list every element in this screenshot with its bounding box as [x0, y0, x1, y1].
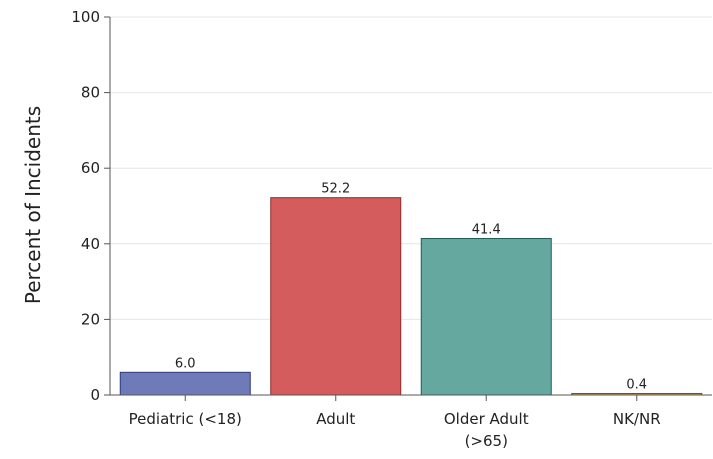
bars: 6.0 52.2 41.4 0.4: [119, 182, 703, 396]
y-tick-label: 0: [90, 386, 100, 404]
bar-value-label: 6.0: [175, 356, 196, 371]
y-tick-label: 100: [71, 8, 100, 26]
y-tick-label: 40: [81, 235, 100, 253]
x-tick-label: (>65): [465, 432, 508, 450]
y-axis-title: Percent of Incidents: [21, 106, 45, 304]
x-tick-label: Older Adult: [444, 410, 529, 428]
axes: 0 20 40 60 80 100 Pediatric (<18) Adult Older Ad…: [71, 8, 712, 450]
bar-value-label: 52.2: [321, 182, 350, 197]
x-tick-label: Pediatric (<18): [129, 410, 242, 428]
bar: [270, 197, 402, 396]
bar: [119, 371, 251, 396]
y-tick-label: 20: [81, 310, 100, 328]
bar: [420, 238, 552, 396]
bar-value-label: 0.4: [626, 377, 647, 392]
y-tick-label: 80: [81, 84, 100, 102]
x-tick-label: NK/NR: [613, 410, 661, 428]
y-tick-label: 60: [81, 159, 100, 177]
bar-value-label: 41.4: [472, 223, 501, 238]
x-tick-label: Adult: [316, 410, 355, 428]
gridlines: [110, 16, 712, 320]
